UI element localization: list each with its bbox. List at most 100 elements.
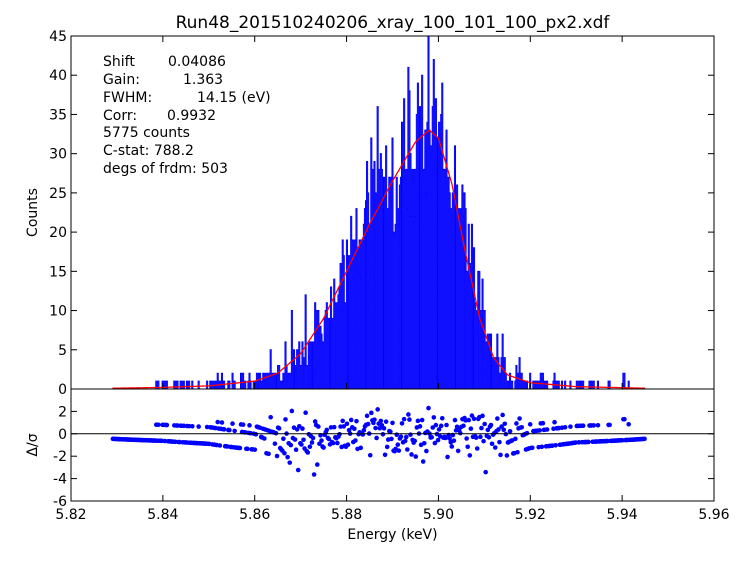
y-axis-label-counts: Counts (25, 188, 41, 237)
residual-point (346, 427, 352, 433)
residual-point (474, 446, 480, 451)
fit-statistics-annotation: Shift 0.04086 Gain: 1.363 FWHM: 14.15 (e… (103, 54, 271, 177)
residual-point (524, 430, 530, 436)
x-tick-label: 5.88 (331, 507, 362, 523)
residual-point (514, 421, 519, 426)
residual-point (375, 407, 380, 412)
residual-point (262, 436, 267, 441)
residual-y-tick-label: -4 (53, 472, 67, 488)
residual-point (311, 472, 317, 477)
residual-point (413, 454, 419, 459)
y-axis-label-residual: Δ/σ (25, 433, 41, 456)
residual-point (273, 430, 279, 436)
y-tick-label: 10 (49, 304, 67, 320)
residual-point (266, 451, 271, 457)
residual-point (164, 422, 170, 428)
fit-curve (112, 129, 646, 389)
residual-point (341, 424, 347, 429)
residual-point (345, 442, 351, 448)
residual-point (310, 435, 316, 441)
residual-point (374, 435, 379, 441)
y-tick-label: 15 (49, 264, 67, 280)
residual-point (464, 436, 469, 441)
residual-point (292, 437, 298, 442)
residual-point (272, 441, 278, 446)
residual-point (335, 440, 340, 446)
residual-point (360, 432, 366, 437)
residual-y-tick-label: -2 (53, 449, 67, 465)
residual-point (466, 417, 472, 423)
residual-point (504, 453, 510, 458)
counts-line: 5775 counts (103, 125, 190, 141)
residual-point (544, 427, 550, 432)
residual-point (473, 435, 479, 440)
residual-point (352, 426, 357, 432)
residual-point (471, 416, 477, 422)
residual-point (421, 440, 427, 446)
y-tick-label: 20 (49, 225, 67, 241)
residual-point (312, 419, 318, 424)
residual-point (436, 427, 442, 432)
y-tick-label: 40 (49, 68, 67, 84)
residual-point (287, 460, 293, 465)
residual-point (296, 423, 302, 429)
residual-point (309, 440, 315, 445)
shift-value: 0.04086 (168, 54, 226, 70)
y-tick-label: 5 (58, 343, 67, 359)
residual-y-tick-label: 2 (58, 404, 67, 420)
corr-label: Corr: (103, 108, 137, 124)
residual-point (483, 469, 489, 475)
residual-point (399, 421, 405, 426)
x-tick-label: 5.90 (423, 507, 454, 523)
residual-point (361, 427, 367, 433)
residual-point (461, 423, 466, 429)
residual-point (384, 444, 390, 450)
residual-point (396, 448, 402, 453)
residual-point (607, 422, 612, 428)
residual-point (321, 445, 326, 450)
residual-point (240, 422, 246, 427)
residual-point (398, 434, 404, 439)
residual-point (196, 424, 201, 429)
residual-point (230, 421, 235, 426)
residual-point (497, 439, 502, 445)
residual-point (406, 412, 411, 417)
residual-point (431, 415, 437, 420)
dof-line: degs of frdm: 503 (103, 161, 228, 177)
residual-point (283, 417, 288, 422)
main-plot-frame (70, 35, 715, 390)
residual-point (381, 426, 387, 431)
residual-point (420, 459, 426, 464)
residual-point (295, 467, 301, 473)
residual-point (221, 427, 227, 432)
y-tick-label: 0 (58, 382, 67, 398)
residual-point (480, 413, 485, 419)
residual-point (467, 453, 473, 458)
y-tick-label: 45 (49, 29, 67, 45)
residual-point (444, 422, 449, 428)
residual-point (348, 417, 354, 423)
residual-point (232, 428, 237, 434)
residual-point (478, 434, 483, 440)
residual-point (424, 448, 429, 454)
residual-point (488, 422, 494, 428)
residual-point (622, 416, 627, 422)
residual-point (429, 434, 434, 440)
residual-point (316, 424, 321, 429)
residual-point (439, 415, 445, 421)
shift-label: Shift (103, 54, 135, 70)
residual-point (354, 418, 359, 424)
residual-point (330, 440, 336, 446)
residual-point (364, 413, 370, 419)
residual-point (382, 452, 388, 458)
residual-point (403, 434, 409, 440)
residual-point (307, 444, 313, 450)
residual-point (190, 423, 195, 429)
residual-point (515, 449, 520, 455)
residual-point (553, 442, 558, 448)
corr-value: 0.9932 (167, 108, 216, 124)
residual-point (274, 453, 280, 459)
residual-point (388, 429, 393, 434)
residual-point (305, 450, 311, 455)
residual-point (530, 445, 535, 451)
